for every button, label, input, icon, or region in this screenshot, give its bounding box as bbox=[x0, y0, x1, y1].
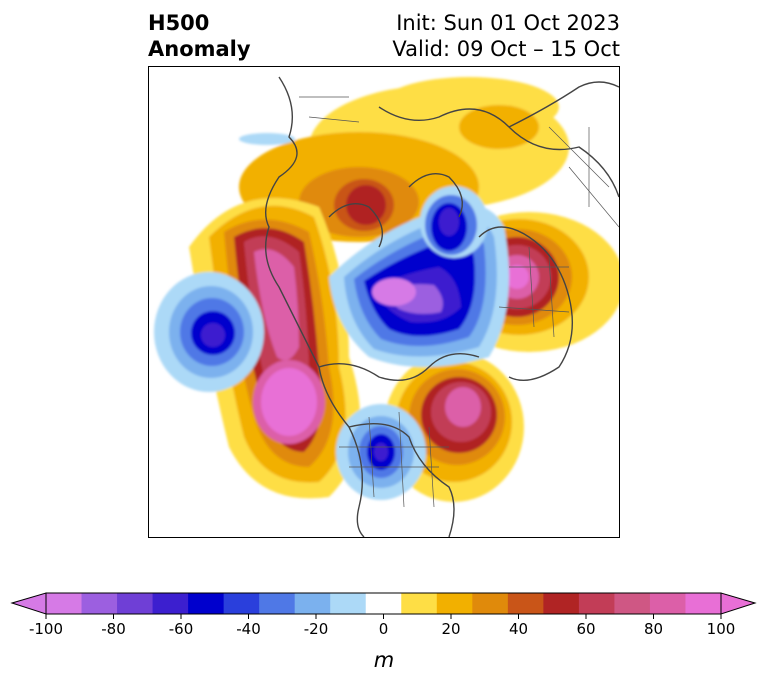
colorbar-tick-label: 60 bbox=[576, 620, 595, 638]
colorbar-swatch bbox=[649, 593, 686, 614]
political-borders bbox=[299, 96, 619, 508]
colorbar-tick-label: -100 bbox=[29, 620, 63, 638]
colorbar-tick-label: -60 bbox=[169, 620, 194, 638]
colorbar-extend-low bbox=[10, 592, 47, 615]
colorbar-swatch bbox=[507, 593, 544, 614]
init-date: Init: Sun 01 Oct 2023 bbox=[396, 11, 620, 35]
colorbar: -100 -80 -60 -40 -20 0 20 40 60 80 100 m bbox=[10, 592, 757, 672]
colorbar-swatch bbox=[46, 593, 83, 614]
colorbar-tick-label: 100 bbox=[707, 620, 736, 638]
colorbar-unit: m bbox=[374, 648, 394, 672]
colorbar-swatch bbox=[401, 593, 438, 614]
anomaly-fields bbox=[154, 77, 619, 502]
trough-central-us bbox=[336, 404, 426, 500]
colorbar-tick-label: -40 bbox=[236, 620, 261, 638]
colorbar-tick-label: 40 bbox=[509, 620, 528, 638]
colorbar-swatch bbox=[294, 593, 331, 614]
title-subtitle: Anomaly bbox=[148, 37, 251, 61]
valid-range: Valid: 09 Oct – 15 Oct bbox=[392, 37, 620, 61]
trough-polar bbox=[329, 186, 509, 367]
colorbar-swatch bbox=[365, 593, 402, 614]
colorbar-swatch bbox=[543, 593, 580, 614]
anomaly-map bbox=[148, 66, 620, 538]
map-canvas bbox=[154, 76, 619, 537]
colorbar-ticks: -100 -80 -60 -40 -20 0 20 40 60 80 100 bbox=[29, 614, 735, 638]
title-variable: H500 bbox=[148, 11, 210, 35]
colorbar-swatch bbox=[578, 593, 615, 614]
colorbar-swatch bbox=[117, 593, 154, 614]
colorbar-swatch bbox=[223, 593, 260, 614]
colorbar-swatch bbox=[685, 593, 722, 614]
colorbar-tick-label: 0 bbox=[379, 620, 389, 638]
colorbar-swatch bbox=[81, 593, 118, 614]
colorbar-swatch bbox=[259, 593, 296, 614]
colorbar-swatch bbox=[330, 593, 367, 614]
colorbar-tick-label: 80 bbox=[644, 620, 663, 638]
colorbar-extend-high bbox=[720, 592, 757, 615]
colorbar-swatch bbox=[436, 593, 473, 614]
colorbar-swatch bbox=[188, 593, 225, 614]
map-title: H500 Anomaly bbox=[148, 10, 251, 62]
trough-north-pacific bbox=[154, 133, 295, 392]
colorbar-tick-label: -80 bbox=[101, 620, 126, 638]
colorbar-swatch bbox=[614, 593, 651, 614]
map-dates: Init: Sun 01 Oct 2023 Valid: 09 Oct – 15… bbox=[392, 10, 620, 62]
colorbar-swatches bbox=[46, 593, 722, 614]
colorbar-swatch bbox=[472, 593, 509, 614]
colorbar-tick-label: -20 bbox=[304, 620, 329, 638]
coastlines bbox=[264, 76, 619, 537]
colorbar-tick-label: 20 bbox=[441, 620, 460, 638]
ridge-west-coast bbox=[189, 198, 361, 499]
colorbar-swatch bbox=[152, 593, 189, 614]
